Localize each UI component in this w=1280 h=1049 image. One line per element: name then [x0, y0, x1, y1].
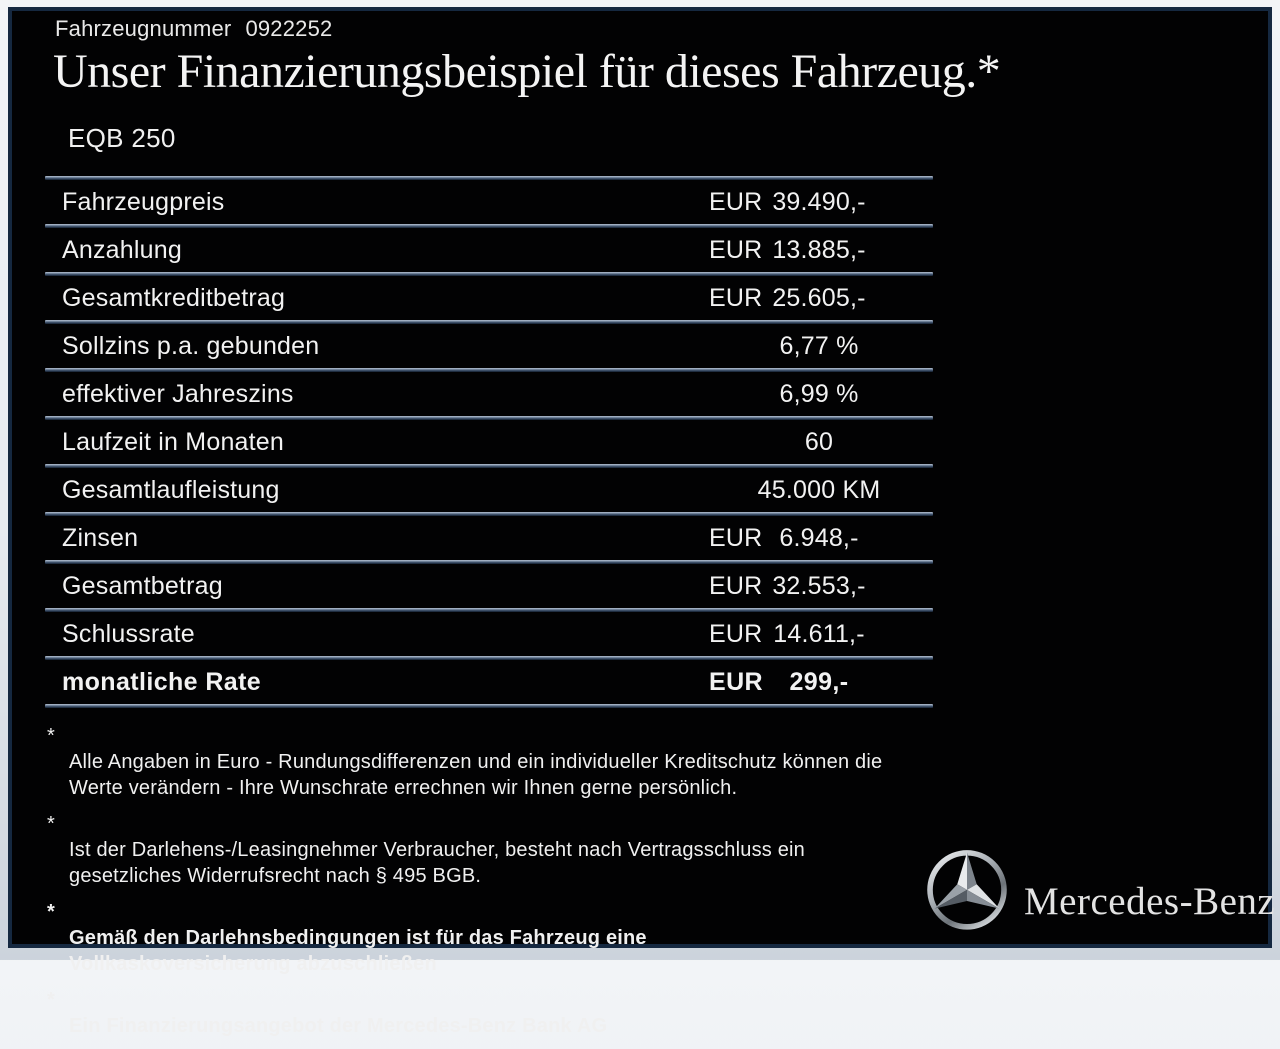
row-label: Gesamtbetrag: [62, 571, 223, 600]
footnote-text: Alle Angaben in Euro - Rundungsdifferenz…: [69, 751, 883, 799]
row-value: 13.885,-: [772, 235, 866, 264]
vehicle-number: Fahrzeugnummer 0922252: [55, 16, 333, 42]
row-currency: EUR: [709, 283, 763, 312]
footnotes: * Alle Angaben in Euro - Rundungsdifferen…: [45, 723, 955, 1049]
row-value: 6,77 %: [779, 331, 859, 360]
table-row: Gesamtkreditbetrag EUR 25.605,-: [45, 276, 933, 320]
row-divider: [45, 416, 933, 420]
vehicle-number-value: 0922252: [245, 16, 333, 41]
table-row: Fahrzeugpreis EUR 39.490,-: [45, 180, 933, 224]
footnote: * Ist der Darlehens-/Leasingnehmer Verbra…: [45, 811, 955, 889]
table-row: Schlussrate EUR 14.611,-: [45, 612, 933, 656]
row-label: Zinsen: [62, 523, 139, 552]
row-divider: [45, 464, 933, 468]
table-row-monthly-rate: monatliche Rate EUR 299,-: [45, 660, 933, 704]
row-divider: [45, 368, 933, 372]
row-divider: [45, 512, 933, 516]
row-divider: [45, 272, 933, 276]
asterisk-marker: *: [47, 901, 55, 923]
row-value: 60: [804, 427, 834, 456]
footnote: * Alle Angaben in Euro - Rundungsdifferen…: [45, 723, 955, 801]
asterisk-marker: *: [47, 725, 55, 747]
row-label: Laufzeit in Monaten: [62, 427, 285, 456]
finance-panel: Fahrzeugnummer 0922252 Unser Finanzierung…: [8, 7, 1276, 1037]
row-value: 39.490,-: [772, 187, 866, 216]
row-currency: EUR: [709, 571, 763, 600]
row-divider: [45, 224, 933, 228]
row-value: 14.611,-: [773, 619, 865, 648]
footnote-text: Ein Finanzierungsangebot der Mercedes-Be…: [69, 1015, 608, 1037]
table-row: Gesamtlaufleistung 45.000 KM: [45, 468, 933, 512]
row-value: 45.000 KM: [757, 475, 881, 504]
row-divider: [45, 320, 933, 324]
asterisk-marker: *: [47, 989, 55, 1011]
vehicle-number-label: Fahrzeugnummer: [55, 16, 232, 41]
row-value: 32.553,-: [772, 571, 866, 600]
row-value: 6,99 %: [779, 379, 859, 408]
row-divider: [45, 704, 933, 708]
row-label: monatliche Rate: [62, 667, 262, 696]
table-row: effektiver Jahreszins 6,99 %: [45, 372, 933, 416]
footnote-text: Ist der Darlehens-/Leasingnehmer Verbrau…: [69, 839, 806, 887]
table-row: Gesamtbetrag EUR 32.553,-: [45, 564, 933, 608]
row-value: 299,-: [789, 667, 849, 696]
footnote-text: Gemäß den Darlehnsbedingungen ist für da…: [69, 927, 647, 975]
footnote: * Gemäß den Darlehnsbedingungen ist für d…: [45, 899, 955, 977]
row-label: Gesamtlaufleistung: [62, 475, 280, 504]
row-label: Gesamtkreditbetrag: [62, 283, 286, 312]
row-divider: [45, 176, 933, 180]
table-row: Sollzins p.a. gebunden 6,77 %: [45, 324, 933, 368]
page-title: Unser Finanzierungsbeispiel für dieses F…: [53, 45, 1001, 98]
row-currency: EUR: [709, 523, 763, 552]
mercedes-star-icon: [927, 850, 1007, 930]
row-value: 25.605,-: [772, 283, 866, 312]
row-label: effektiver Jahreszins: [62, 379, 294, 408]
table-row: Zinsen EUR 6.948,-: [45, 516, 933, 560]
row-label: Schlussrate: [62, 619, 195, 648]
table-row: Anzahlung EUR 13.885,-: [45, 228, 933, 272]
row-value: 6.948,-: [779, 523, 859, 552]
row-divider: [45, 656, 933, 660]
footnote: * Ein Finanzierungsangebot der Mercedes-B…: [45, 987, 955, 1039]
row-currency: EUR: [709, 667, 763, 696]
row-divider: [45, 608, 933, 612]
row-label: Anzahlung: [62, 235, 182, 264]
row-currency: EUR: [709, 235, 763, 264]
row-label: Fahrzeugpreis: [62, 187, 225, 216]
finance-table: Fahrzeugpreis EUR 39.490,- Anzahlung EUR…: [45, 176, 933, 708]
table-row: Laufzeit in Monaten 60: [45, 420, 933, 464]
row-currency: EUR: [709, 619, 763, 648]
asterisk-marker: *: [47, 813, 55, 835]
row-divider: [45, 560, 933, 564]
brand-wordmark: Mercedes-Benz: [1024, 880, 1276, 923]
row-label: Sollzins p.a. gebunden: [62, 331, 320, 360]
row-currency: EUR: [709, 187, 763, 216]
vehicle-model: EQB 250: [68, 123, 176, 153]
brand-block: Mercedes-Benz: [912, 839, 1276, 949]
